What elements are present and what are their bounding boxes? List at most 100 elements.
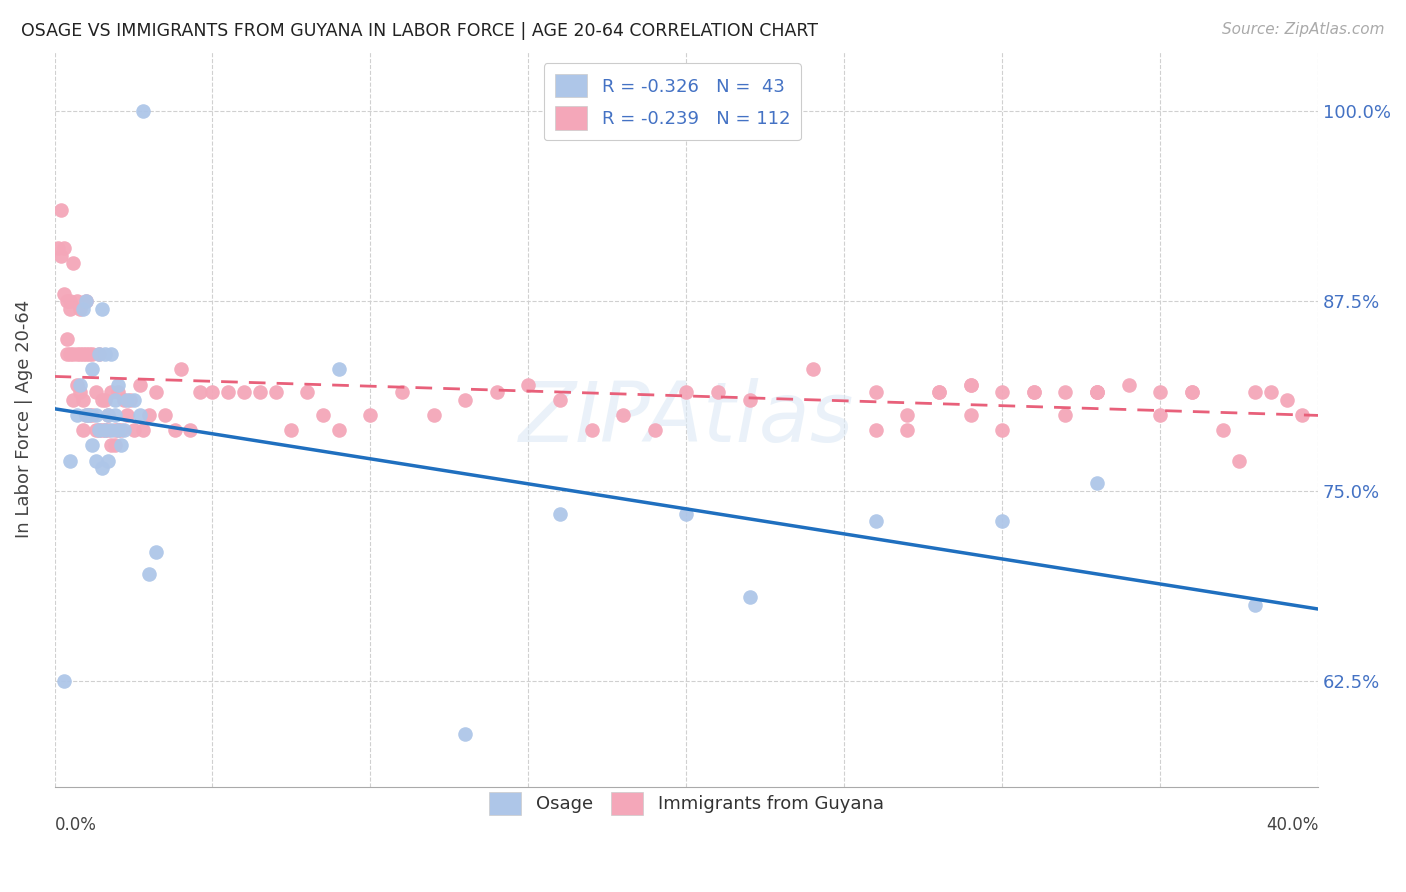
Point xyxy=(66,347,89,361)
Point xyxy=(1085,476,1108,491)
Point xyxy=(56,347,79,361)
Point xyxy=(97,408,120,422)
Point xyxy=(53,286,76,301)
Point xyxy=(94,423,117,437)
Point xyxy=(359,408,381,422)
Point xyxy=(53,673,76,688)
Point xyxy=(103,408,125,422)
Point xyxy=(991,514,1014,528)
Point xyxy=(548,392,571,407)
Point xyxy=(107,385,129,400)
Point xyxy=(84,385,107,400)
Point xyxy=(62,347,84,361)
Point xyxy=(110,438,132,452)
Point xyxy=(928,385,950,400)
Point xyxy=(328,362,350,376)
Point xyxy=(66,377,89,392)
Point xyxy=(72,347,94,361)
Point xyxy=(328,423,350,437)
Point xyxy=(72,301,94,316)
Point xyxy=(991,385,1014,400)
Point xyxy=(517,377,540,392)
Point xyxy=(53,241,76,255)
Point xyxy=(77,408,100,422)
Point xyxy=(707,385,730,400)
Point xyxy=(391,385,413,400)
Point xyxy=(548,507,571,521)
Point xyxy=(87,347,110,361)
Point xyxy=(59,294,82,309)
Point xyxy=(107,423,129,437)
Point xyxy=(1054,385,1077,400)
Point xyxy=(72,423,94,437)
Point xyxy=(959,377,981,392)
Point xyxy=(644,423,666,437)
Point xyxy=(264,385,287,400)
Point xyxy=(896,408,918,422)
Point xyxy=(94,347,117,361)
Point xyxy=(485,385,508,400)
Point xyxy=(59,453,82,467)
Y-axis label: In Labor Force | Age 20-64: In Labor Force | Age 20-64 xyxy=(15,300,32,538)
Point xyxy=(132,104,155,119)
Point xyxy=(1149,408,1171,422)
Point xyxy=(1118,377,1140,392)
Text: 40.0%: 40.0% xyxy=(1265,816,1319,834)
Point xyxy=(675,507,697,521)
Point xyxy=(991,423,1014,437)
Point xyxy=(312,408,335,422)
Point xyxy=(120,392,142,407)
Point xyxy=(77,408,100,422)
Point xyxy=(103,423,125,437)
Point xyxy=(1181,385,1204,400)
Point xyxy=(1085,385,1108,400)
Point xyxy=(100,423,122,437)
Point xyxy=(1244,598,1267,612)
Point xyxy=(1181,385,1204,400)
Point xyxy=(581,423,603,437)
Point xyxy=(959,377,981,392)
Point xyxy=(138,567,160,582)
Point xyxy=(97,423,120,437)
Point xyxy=(179,423,201,437)
Point xyxy=(110,423,132,437)
Point xyxy=(56,294,79,309)
Point xyxy=(100,347,122,361)
Point xyxy=(84,423,107,437)
Point xyxy=(69,377,91,392)
Point xyxy=(90,461,112,475)
Point xyxy=(454,727,477,741)
Point xyxy=(896,423,918,437)
Point xyxy=(145,385,167,400)
Point xyxy=(97,453,120,467)
Point xyxy=(112,423,135,437)
Point xyxy=(201,385,224,400)
Point xyxy=(90,301,112,316)
Point xyxy=(1260,385,1282,400)
Point xyxy=(49,203,72,218)
Point xyxy=(865,423,887,437)
Point xyxy=(49,249,72,263)
Point xyxy=(100,438,122,452)
Point xyxy=(66,408,89,422)
Point xyxy=(107,423,129,437)
Point xyxy=(188,385,211,400)
Point xyxy=(112,392,135,407)
Point xyxy=(249,385,271,400)
Point xyxy=(1085,385,1108,400)
Point xyxy=(62,256,84,270)
Point xyxy=(115,408,138,422)
Point xyxy=(90,423,112,437)
Point xyxy=(97,408,120,422)
Point xyxy=(103,438,125,452)
Point xyxy=(865,514,887,528)
Point xyxy=(75,294,97,309)
Point xyxy=(132,423,155,437)
Point xyxy=(1085,385,1108,400)
Point xyxy=(128,408,150,422)
Point xyxy=(1212,423,1234,437)
Point xyxy=(297,385,319,400)
Point xyxy=(1244,385,1267,400)
Legend: Osage, Immigrants from Guyana: Osage, Immigrants from Guyana xyxy=(482,784,891,822)
Point xyxy=(1291,408,1313,422)
